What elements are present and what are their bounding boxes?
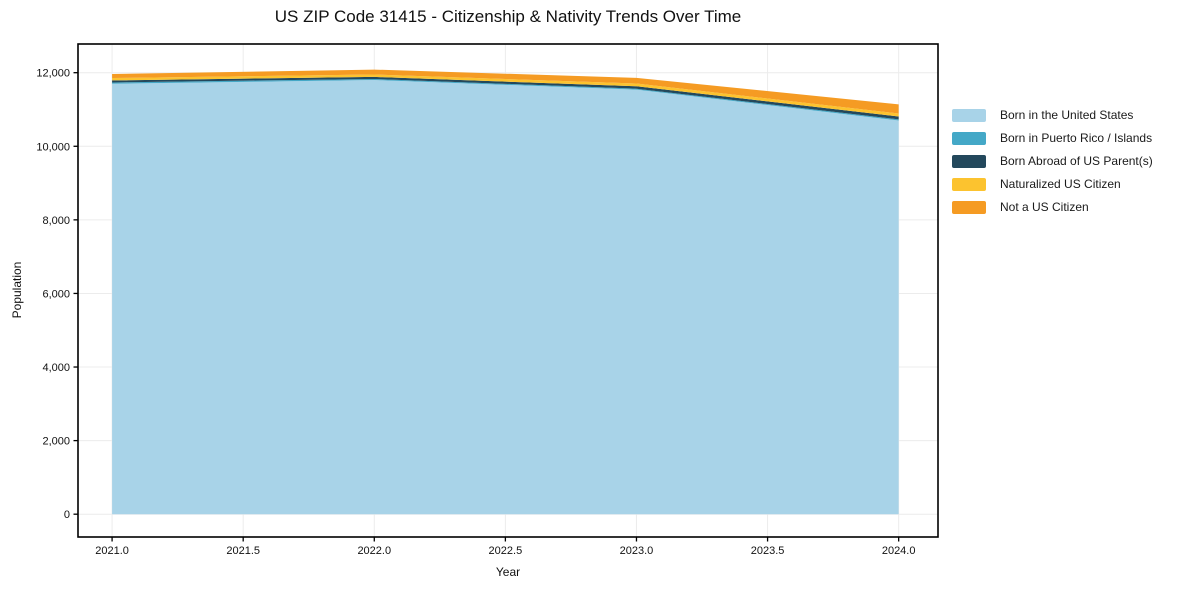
y-tick-label: 10,000: [36, 141, 70, 153]
x-tick-label: 2023.5: [751, 545, 785, 557]
legend-item: Born Abroad of US Parent(s): [952, 154, 1153, 168]
y-axis-label-text: Population: [10, 261, 24, 319]
legend-item: Born in Puerto Rico / Islands: [952, 131, 1153, 145]
area-series-3: [112, 74, 899, 117]
x-tick-label: 2024.0: [882, 545, 916, 557]
legend-label: Born in Puerto Rico / Islands: [1000, 131, 1153, 145]
x-axis-label: Year: [495, 565, 521, 579]
y-tick-label: 6,000: [42, 288, 70, 300]
x-tick-label: 2022.0: [357, 545, 391, 557]
y-tick-label: 8,000: [42, 215, 70, 227]
legend-swatch: [952, 108, 986, 122]
legend-item: Naturalized US Citizen: [952, 177, 1153, 191]
area-series-2: [112, 76, 899, 120]
x-tick-label: 2022.5: [489, 545, 523, 557]
legend-swatch: [952, 154, 986, 168]
y-tick-label: 2,000: [42, 436, 70, 448]
y-tick-label: 0: [64, 509, 70, 521]
x-tick-label: 2021.5: [226, 545, 260, 557]
legend-item: Not a US Citizen: [952, 200, 1153, 214]
area-series-4: [112, 69, 899, 114]
legend: Born in the United States Born in Puerto …: [952, 108, 1153, 214]
chart-title: US ZIP Code 31415 - Citizenship & Nativi…: [274, 7, 742, 26]
legend-swatch: [952, 200, 986, 214]
legend-label: Born in the United States: [1000, 108, 1134, 122]
legend-label: Born Abroad of US Parent(s): [1000, 154, 1153, 168]
legend-label: Not a US Citizen: [1000, 200, 1089, 214]
legend-swatch: [952, 131, 986, 145]
legend-swatch: [952, 177, 986, 191]
x-tick-label: 2023.0: [620, 545, 654, 557]
legend-item: Born in the United States: [952, 108, 1153, 122]
plot-border: [77, 43, 939, 538]
legend-label: Naturalized US Citizen: [1000, 177, 1121, 191]
y-tick-label: 12,000: [36, 68, 70, 80]
x-tick-label: 2021.0: [95, 545, 129, 557]
area-series-0: [112, 80, 899, 515]
y-tick-label: 4,000: [42, 362, 70, 374]
